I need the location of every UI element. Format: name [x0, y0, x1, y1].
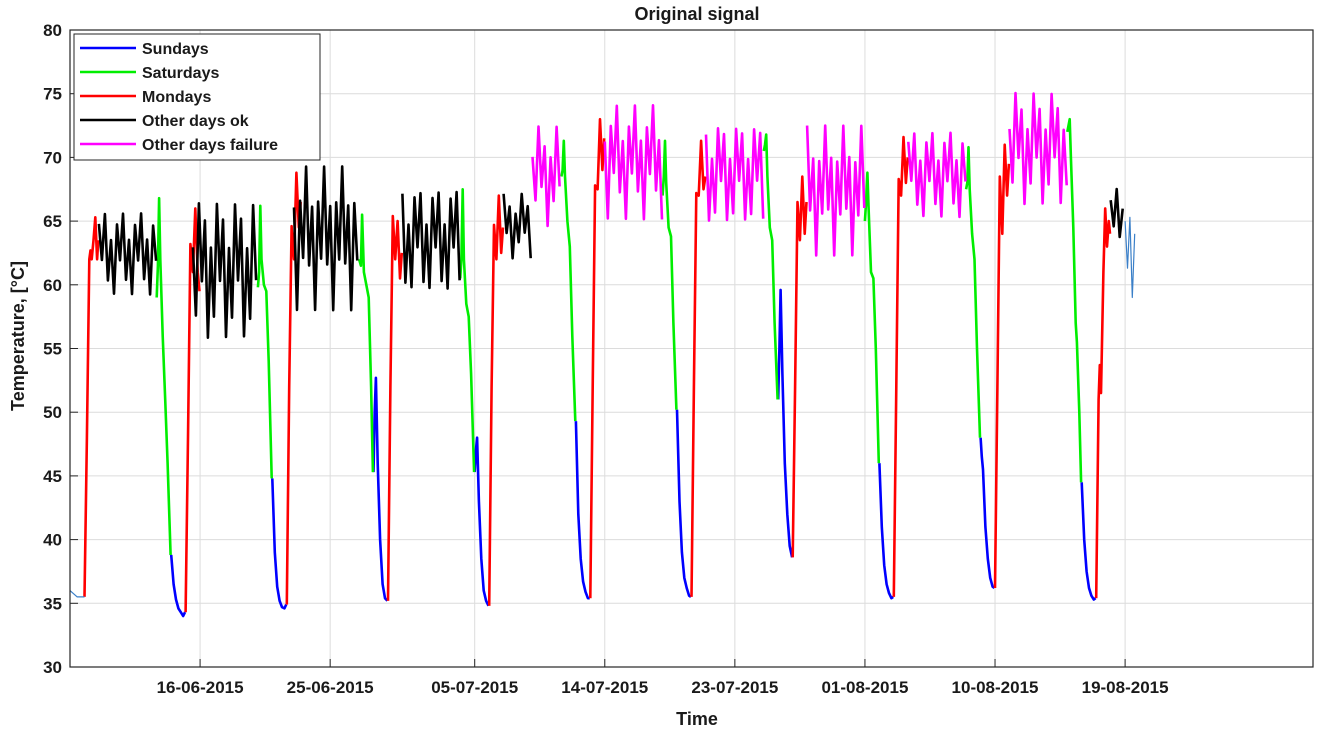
series-saturdays	[155, 117, 1083, 555]
series-line	[704, 127, 765, 222]
x-tick-label: 25-06-2015	[287, 678, 374, 697]
y-tick-label: 35	[43, 594, 62, 613]
series-line	[863, 171, 881, 464]
y-tick-label: 40	[43, 531, 62, 550]
series-line	[791, 175, 808, 558]
series-line	[560, 139, 577, 422]
series-line	[907, 131, 967, 219]
series-line	[661, 139, 678, 410]
y-tick-label: 50	[43, 403, 62, 422]
chart-title: Original signal	[634, 4, 759, 24]
series-sundays	[169, 288, 1097, 618]
legend-label: Sundays	[142, 41, 209, 58]
series-other-days-failure	[531, 91, 1068, 257]
y-tick-label: 70	[43, 148, 62, 167]
legend-label: Mondays	[142, 89, 211, 106]
series-line	[762, 133, 779, 400]
series-line	[1008, 91, 1068, 206]
y-tick-label: 55	[43, 340, 62, 359]
series-line	[979, 437, 996, 590]
series-other-days-ok	[97, 165, 1124, 339]
series-line	[892, 135, 909, 597]
series-line	[531, 125, 561, 228]
series-line	[993, 143, 1011, 589]
series-line	[1080, 482, 1097, 601]
series-line	[675, 409, 692, 598]
series-line	[805, 124, 866, 257]
series-line	[372, 376, 389, 602]
y-tick-label: 65	[43, 212, 62, 231]
series-line	[155, 196, 172, 555]
series-line	[191, 202, 258, 339]
y-tick-label: 45	[43, 467, 62, 486]
series-line	[401, 190, 461, 290]
legend-label: Other days failure	[142, 137, 278, 154]
legend-item: Other days failure	[80, 137, 278, 154]
x-tick-label: 14-07-2015	[561, 678, 648, 697]
x-tick-label: 19-08-2015	[1082, 678, 1169, 697]
plot-series	[69, 91, 1136, 618]
series-line	[603, 104, 664, 221]
x-tick-label: 16-06-2015	[157, 678, 244, 697]
y-tick-label: 60	[43, 276, 62, 295]
x-axis: 16-06-2015 25-06-2015 05-07-2015 14-07-2015…	[157, 659, 1169, 697]
legend-label: Other days ok	[142, 113, 249, 130]
series-line	[473, 436, 490, 607]
series-line	[776, 288, 794, 558]
series-line	[169, 554, 187, 618]
x-axis-label: Time	[676, 709, 718, 729]
y-tick-label: 80	[43, 21, 62, 40]
series-line	[458, 188, 476, 473]
series-line	[502, 192, 532, 260]
series-line	[878, 463, 894, 600]
series-line	[256, 204, 273, 479]
series-line	[271, 478, 288, 610]
series-line	[357, 213, 375, 473]
legend-item: Other days ok	[80, 113, 249, 130]
series-mondays	[83, 117, 1112, 613]
legend-item: Sundays	[80, 41, 209, 58]
series-line	[1094, 207, 1112, 599]
series-line	[690, 139, 707, 597]
y-axis-label: Temperature, [°C]	[8, 261, 28, 411]
series-line	[97, 212, 158, 296]
series-line	[1124, 216, 1136, 299]
series-line	[1066, 117, 1083, 483]
y-axis: 30 35 40 45 50 55 60 65 70 75 80	[43, 21, 78, 677]
series-line	[964, 145, 982, 438]
series-line	[69, 590, 85, 598]
series-line	[589, 117, 606, 599]
x-tick-label: 23-07-2015	[691, 678, 778, 697]
series-line	[574, 421, 590, 600]
y-tick-label: 30	[43, 658, 62, 677]
x-tick-label: 10-08-2015	[952, 678, 1039, 697]
x-tick-label: 01-08-2015	[821, 678, 908, 697]
y-tick-label: 75	[43, 85, 62, 104]
series-line	[292, 165, 359, 312]
series-line	[386, 214, 404, 601]
legend-item: Saturdays	[80, 65, 219, 82]
legend-label: Saturdays	[142, 65, 219, 82]
series-line	[487, 194, 505, 606]
x-tick-label: 05-07-2015	[431, 678, 518, 697]
series-line	[1109, 187, 1124, 239]
series-other	[69, 216, 1136, 598]
series-line	[83, 216, 100, 597]
legend-item: Mondays	[80, 89, 211, 106]
legend: Sundays Saturdays Mondays Other days ok Othe…	[73, 33, 321, 161]
